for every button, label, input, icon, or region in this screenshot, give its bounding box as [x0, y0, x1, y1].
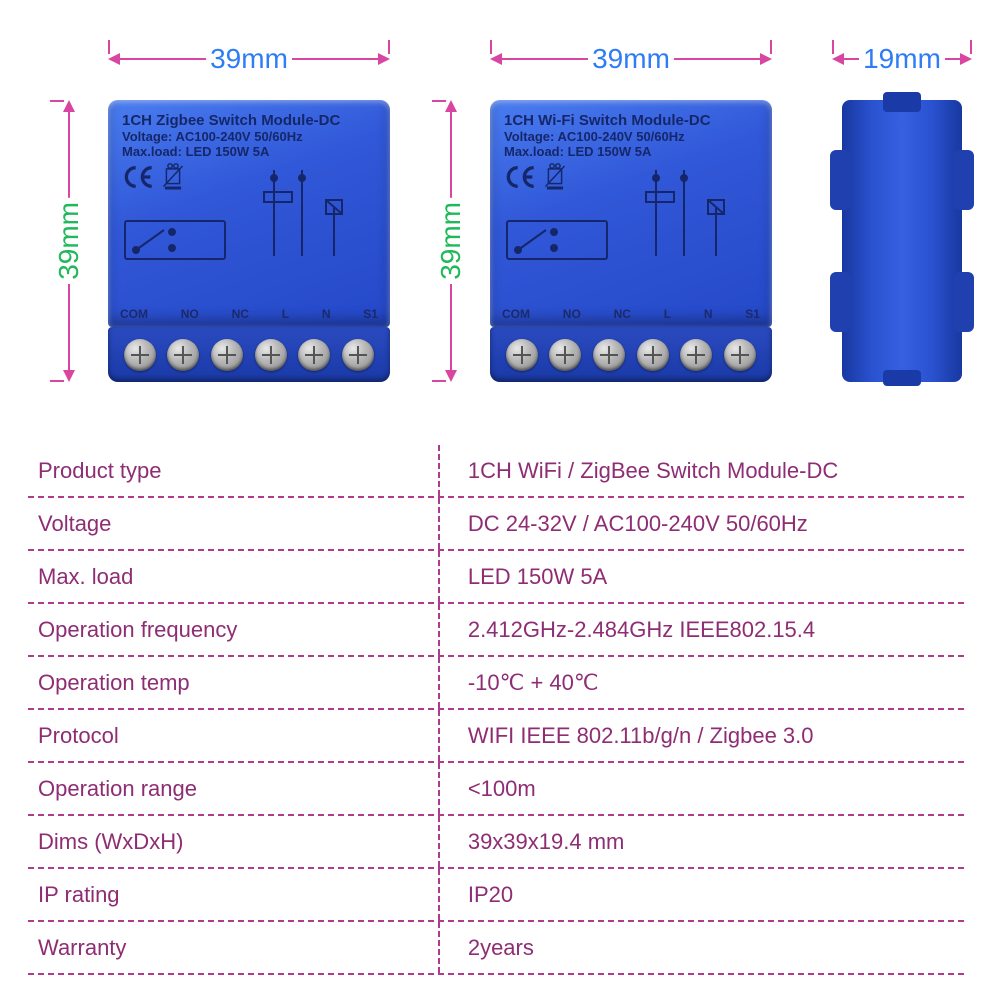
- spec-row: ProtocolWIFI IEEE 802.11b/g/n / Zigbee 3…: [28, 710, 964, 763]
- svg-text:N: N: [678, 170, 687, 172]
- terminal-screw: [255, 339, 287, 371]
- spec-row: VoltageDC 24-32V / AC100-240V 50/60Hz: [28, 498, 964, 551]
- wiring-diagram: LN: [244, 170, 374, 260]
- terminal-screw: [593, 339, 625, 371]
- spec-value: 1CH WiFi / ZigBee Switch Module-DC: [440, 458, 964, 484]
- pin-label: L: [282, 307, 289, 321]
- dimension-height: 39mm: [52, 100, 86, 382]
- module-voltage: Voltage: AC100-240V 50/60Hz: [122, 129, 376, 144]
- spec-value: -10℃ + 40℃: [440, 670, 964, 696]
- dimension-label: 39mm: [435, 198, 467, 284]
- module-title: 1CH Wi-Fi Switch Module-DC: [504, 112, 758, 129]
- terminal-screw: [549, 339, 581, 371]
- spec-key: Operation frequency: [28, 604, 440, 655]
- svg-text:L: L: [268, 170, 275, 172]
- dimension-width: 39mm: [108, 42, 390, 76]
- spec-key: Warranty: [28, 922, 440, 973]
- terminal-screw: [342, 339, 374, 371]
- terminal-screw: [724, 339, 756, 371]
- spec-key: Protocol: [28, 710, 440, 761]
- wiring-diagram: LN: [626, 170, 756, 260]
- dimension-width: 39mm: [490, 42, 772, 76]
- dimension-height: 39mm: [434, 100, 468, 382]
- relay-switch-diagram: [506, 220, 608, 260]
- terminal-screw: [167, 339, 199, 371]
- pin-label: NC: [232, 307, 249, 321]
- terminal-block: [490, 327, 772, 382]
- side-clip: [830, 272, 850, 332]
- terminal-screw: [680, 339, 712, 371]
- spec-table: Product type1CH WiFi / ZigBee Switch Mod…: [28, 445, 964, 975]
- spec-key: Max. load: [28, 551, 440, 602]
- pin-label: N: [322, 307, 331, 321]
- spec-row: IP ratingIP20: [28, 869, 964, 922]
- spec-value: IP20: [440, 882, 964, 908]
- product-spec-infographic: 39mm39mm1CH Zigbee Switch Module-DCVolta…: [0, 0, 1000, 1000]
- module-side-view: [842, 100, 962, 382]
- spec-row: Product type1CH WiFi / ZigBee Switch Mod…: [28, 445, 964, 498]
- pin-label: COM: [502, 307, 530, 321]
- spec-key: Dims (WxDxH): [28, 816, 440, 867]
- spec-value: LED 150W 5A: [440, 564, 964, 590]
- switch-module-0: 1CH Zigbee Switch Module-DCVoltage: AC10…: [108, 100, 390, 382]
- module-title: 1CH Zigbee Switch Module-DC: [122, 112, 376, 129]
- pin-label: L: [664, 307, 671, 321]
- pin-label: N: [704, 307, 713, 321]
- terminal-screw: [211, 339, 243, 371]
- dimension-width: 19mm: [832, 42, 972, 76]
- terminal-screw: [506, 339, 538, 371]
- pin-label: NO: [181, 307, 199, 321]
- relay-switch-diagram: [124, 220, 226, 260]
- spec-row: Operation temp-10℃ + 40℃: [28, 657, 964, 710]
- spec-row: Warranty2years: [28, 922, 964, 975]
- switch-module-1: 1CH Wi-Fi Switch Module-DCVoltage: AC100…: [490, 100, 772, 382]
- terminal-screw: [124, 339, 156, 371]
- module-maxload: Max.load: LED 150W 5A: [122, 144, 376, 159]
- svg-text:L: L: [650, 170, 657, 172]
- spec-value: DC 24-32V / AC100-240V 50/60Hz: [440, 511, 964, 537]
- terminal-labels: COM NO NC L N S1: [120, 307, 378, 321]
- module-face: 1CH Zigbee Switch Module-DCVoltage: AC10…: [108, 100, 390, 327]
- svg-text:N: N: [296, 170, 305, 172]
- pin-label: NO: [563, 307, 581, 321]
- pin-label: S1: [363, 307, 378, 321]
- spec-value: 2.412GHz-2.484GHz IEEE802.15.4: [440, 617, 964, 643]
- terminal-screw: [637, 339, 669, 371]
- spec-key: IP rating: [28, 869, 440, 920]
- module-maxload: Max.load: LED 150W 5A: [504, 144, 758, 159]
- side-clip: [830, 150, 850, 210]
- module-voltage: Voltage: AC100-240V 50/60Hz: [504, 129, 758, 144]
- spec-key: Product type: [28, 445, 440, 496]
- spec-value: 39x39x19.4 mm: [440, 829, 964, 855]
- spec-row: Dims (WxDxH)39x39x19.4 mm: [28, 816, 964, 869]
- pin-label: COM: [120, 307, 148, 321]
- spec-key: Operation temp: [28, 657, 440, 708]
- spec-value: 2years: [440, 935, 964, 961]
- spec-value: WIFI IEEE 802.11b/g/n / Zigbee 3.0: [440, 723, 964, 749]
- side-clip: [954, 272, 974, 332]
- dimension-label: 39mm: [588, 43, 674, 75]
- spec-row: Operation range<100m: [28, 763, 964, 816]
- terminal-screw: [298, 339, 330, 371]
- spec-key: Operation range: [28, 763, 440, 814]
- module-face: 1CH Wi-Fi Switch Module-DCVoltage: AC100…: [490, 100, 772, 327]
- terminal-labels: COM NO NC L N S1: [502, 307, 760, 321]
- pin-label: NC: [614, 307, 631, 321]
- side-clip: [954, 150, 974, 210]
- pin-label: S1: [745, 307, 760, 321]
- spec-row: Max. loadLED 150W 5A: [28, 551, 964, 604]
- dimension-label: 39mm: [206, 43, 292, 75]
- spec-value: <100m: [440, 776, 964, 802]
- spec-key: Voltage: [28, 498, 440, 549]
- dimension-label: 39mm: [53, 198, 85, 284]
- dimension-label: 19mm: [859, 43, 945, 75]
- terminal-block: [108, 327, 390, 382]
- spec-row: Operation frequency2.412GHz-2.484GHz IEE…: [28, 604, 964, 657]
